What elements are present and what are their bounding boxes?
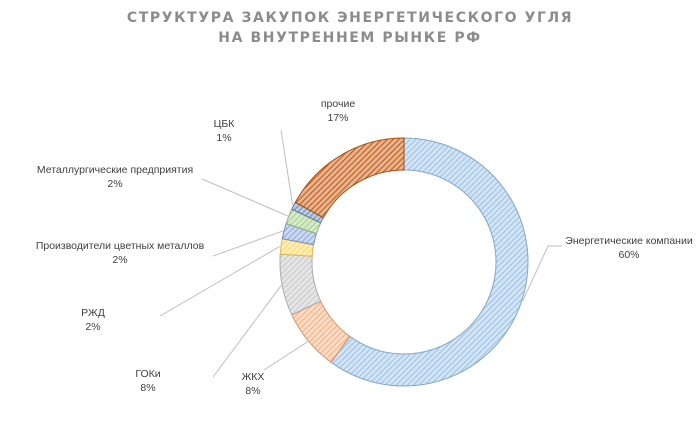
slice-label-энергетические-компании: Энергетические компании [565,235,693,247]
leader-line-ржд [159,245,281,317]
leader-line-производители-цветных-металлов [212,230,284,257]
chart-title-line-2: НА ВНУТРЕННЕМ РЫНКЕ РФ [218,30,482,46]
slice-прочие [294,137,405,219]
slice-label-производители-цветных-металлов: Производители цветных металлов [36,240,205,252]
slice-value-жкх: 8% [245,385,260,397]
slices-layer [279,137,529,387]
slice-энергетические-компании [330,137,529,387]
slice-value-ржд: 2% [85,321,100,333]
slice-label-цбк: ЦБК [214,118,236,130]
slice-value-прочие: 17% [327,112,348,124]
slice-value-производители-цветных-металлов: 2% [112,254,127,266]
leader-line-металлургические-предприятия [201,178,288,217]
leader-line-гоки [212,285,282,378]
slice-label-металлургические-предприятия: Металлургические предприятия [37,164,193,176]
leader-line-цбк [280,129,294,206]
slice-label-гоки: ГОКи [135,368,160,380]
slice-label-прочие: прочие [321,98,355,110]
labels-layer: Энергетические компании 60% ЖКХ 8% ГОКи 8% РЖД… [36,98,693,397]
slice-value-металлургические-предприятия: 2% [107,178,122,190]
leader-line-жкх [263,341,308,371]
chart-title-line-1: СТРУКТУРА ЗАКУПОК ЭНЕРГЕТИЧЕСКОГО УГЛЯ [127,10,573,26]
slice-label-ржд: РЖД [81,307,105,319]
slice-value-гоки: 8% [140,382,155,394]
slice-value-цбк: 1% [216,132,231,144]
slice-value-энергетические-компании: 60% [618,249,639,261]
leader-line-энергетические-компании [522,245,562,301]
slice-label-жкх: ЖКХ [242,371,265,383]
